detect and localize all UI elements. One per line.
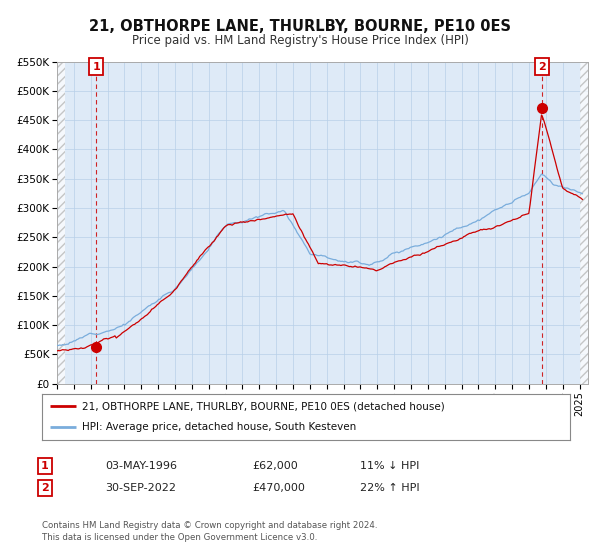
Text: £62,000: £62,000: [252, 461, 298, 471]
Text: 03-MAY-1996: 03-MAY-1996: [105, 461, 177, 471]
Text: HPI: Average price, detached house, South Kesteven: HPI: Average price, detached house, Sout…: [82, 422, 356, 432]
Text: 1: 1: [92, 62, 100, 72]
Text: £470,000: £470,000: [252, 483, 305, 493]
Text: 21, OBTHORPE LANE, THURLBY, BOURNE, PE10 0ES (detached house): 21, OBTHORPE LANE, THURLBY, BOURNE, PE10…: [82, 401, 445, 411]
Bar: [57, 62, 65, 384]
Text: 11% ↓ HPI: 11% ↓ HPI: [360, 461, 419, 471]
Text: Price paid vs. HM Land Registry's House Price Index (HPI): Price paid vs. HM Land Registry's House …: [131, 34, 469, 47]
Text: 21, OBTHORPE LANE, THURLBY, BOURNE, PE10 0ES: 21, OBTHORPE LANE, THURLBY, BOURNE, PE10…: [89, 20, 511, 34]
Text: 30-SEP-2022: 30-SEP-2022: [105, 483, 176, 493]
Text: Contains HM Land Registry data © Crown copyright and database right 2024.: Contains HM Land Registry data © Crown c…: [42, 521, 377, 530]
Text: 2: 2: [41, 483, 49, 493]
Bar: [580, 62, 588, 384]
Text: 22% ↑ HPI: 22% ↑ HPI: [360, 483, 419, 493]
Text: 2: 2: [538, 62, 545, 72]
Text: 1: 1: [41, 461, 49, 471]
Text: This data is licensed under the Open Government Licence v3.0.: This data is licensed under the Open Gov…: [42, 533, 317, 542]
